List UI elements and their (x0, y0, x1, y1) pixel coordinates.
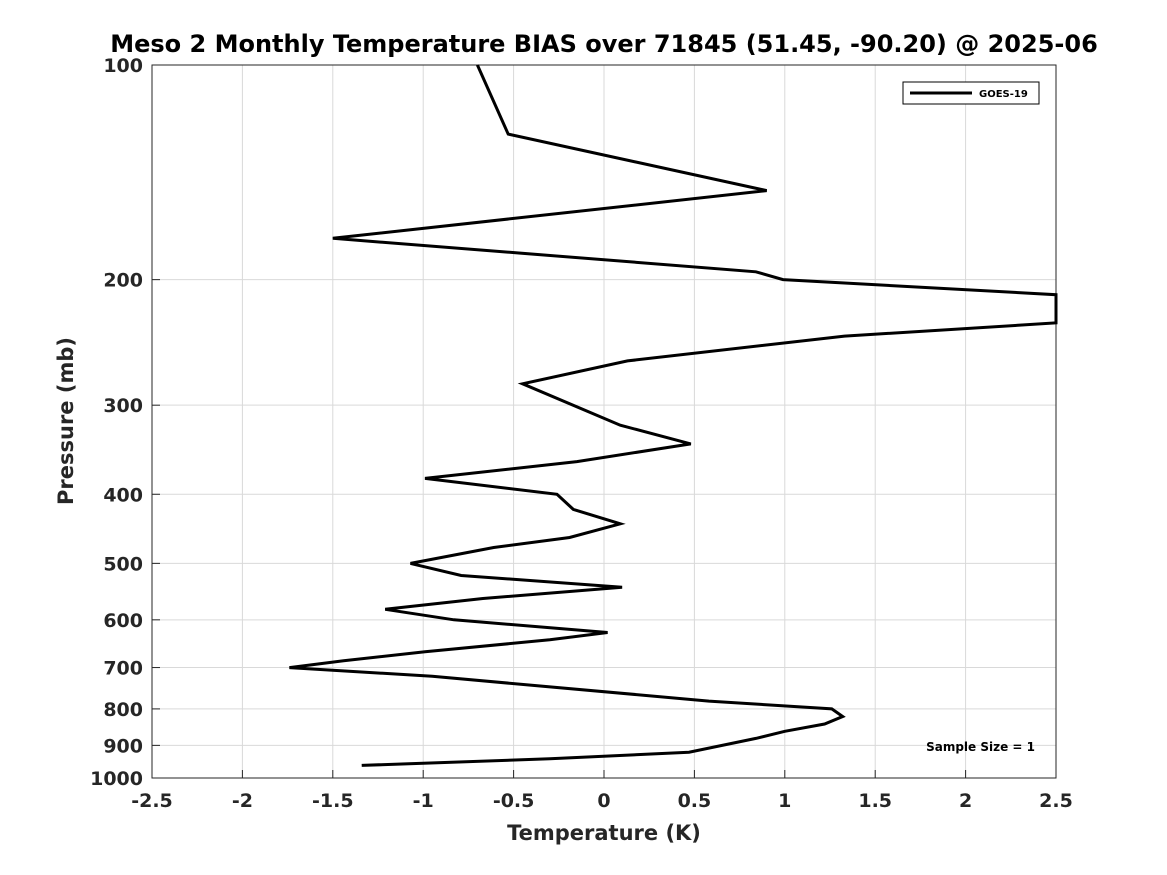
x-tick-label: -0.5 (493, 790, 535, 812)
chart-title: Meso 2 Monthly Temperature BIAS over 718… (110, 30, 1098, 58)
x-tick-label: 2.5 (1039, 790, 1073, 812)
y-tick-label: 300 (103, 395, 143, 417)
y-tick-label: 900 (103, 735, 143, 757)
y-tick-labels: 100 200 300 400 500 600 700 800 900 1000 (90, 55, 160, 790)
sample-size-annotation: Sample Size = 1 (926, 740, 1035, 754)
x-tick-label: 2 (959, 790, 972, 812)
y-tick-label: 1000 (90, 768, 143, 790)
x-tick-label: -1.5 (312, 790, 354, 812)
series-layer (289, 64, 1058, 767)
x-tick-label: 0 (597, 790, 610, 812)
y-tick-label: 100 (103, 55, 143, 77)
x-tick-label: 0.5 (678, 790, 712, 812)
y-tick-label: 200 (103, 270, 143, 292)
x-axis-label: Temperature (K) (507, 821, 701, 845)
y-axis-label: Pressure (mb) (54, 337, 78, 505)
x-tick-label: -1 (413, 790, 434, 812)
y-tick-label: 500 (103, 553, 143, 575)
x-tick-labels: -2.5 -2 -1.5 -1 -0.5 0 0.5 1 1.5 2 2.5 (131, 770, 1073, 812)
series-line-goes-19 (289, 64, 1058, 767)
x-tick-label: 1.5 (858, 790, 892, 812)
y-tick-label: 600 (103, 610, 143, 632)
x-tick-label: -2.5 (131, 790, 173, 812)
y-tick-label: 800 (103, 699, 143, 721)
x-tick-label: 1 (778, 790, 791, 812)
legend: GOES-19 (902, 81, 1040, 105)
y-tick-label: 400 (103, 484, 143, 506)
legend-label-goes-19: GOES-19 (979, 89, 1028, 100)
y-tick-label: 700 (103, 658, 143, 680)
x-tick-label: -2 (232, 790, 253, 812)
